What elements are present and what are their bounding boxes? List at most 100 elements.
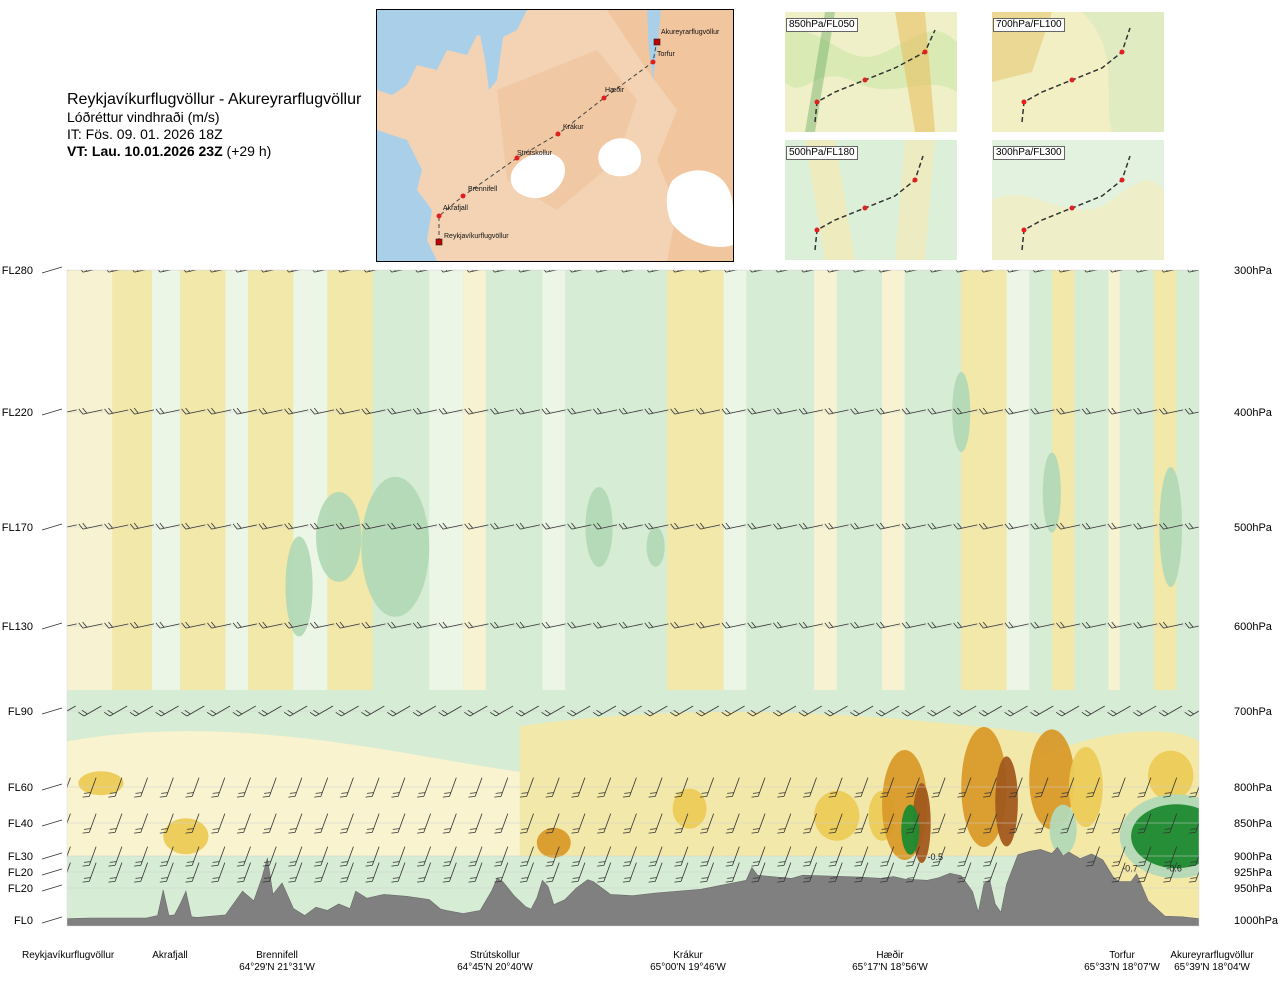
wind-barb-feather [58, 860, 65, 865]
cell-value-label: -0.6 [1166, 864, 1182, 874]
wind-barb-feather [57, 879, 64, 884]
flight-level-tick-label: FL30 [8, 851, 33, 863]
mini-map-300-label: 300hPa/FL300 [993, 146, 1065, 160]
waypoint-coords: 65°33'N 18°07'W [1084, 962, 1160, 974]
field-band-upper [327, 270, 372, 690]
waypoint-coords: 64°45'N 20°40'W [457, 962, 533, 974]
flight-level-tick [42, 623, 62, 629]
map-point-label: Brennifell [468, 186, 498, 193]
waypoint-name: Akrafjall [152, 950, 188, 962]
valid-time-date: VT: Lau. 10.01.2026 23Z [67, 143, 223, 159]
flight-level-tick [42, 267, 62, 273]
pressure-tick-label: 950hPa [1234, 883, 1273, 895]
flight-level-tick [42, 409, 62, 415]
flight-level-tick-label: FL20 [8, 867, 33, 879]
mini-map-300-point-3 [1120, 178, 1125, 183]
mini-map-300: 300hPa/FL300 [992, 140, 1164, 260]
pressure-tick-label: 300hPa [1234, 265, 1273, 277]
map-point-marker [461, 194, 466, 199]
mini-map-850-point-3 [923, 50, 928, 55]
field-cell [901, 805, 919, 855]
mini-map-700-point-2 [1070, 78, 1075, 83]
pressure-tick-label: 925hPa [1234, 867, 1273, 879]
mini-map-500-point-2 [863, 206, 868, 211]
wind-barb-feather [57, 794, 64, 799]
flight-level-tick [42, 820, 62, 826]
flight-level-tick [42, 708, 62, 714]
flight-level-tick [42, 869, 62, 875]
waypoint-label: Reykjavíkurflugvöllur [22, 950, 114, 962]
waypoint-name: Strútskollur [457, 950, 533, 962]
flight-level-tick-label: FL40 [8, 818, 33, 830]
map-point-marker [651, 60, 656, 65]
pressure-tick-label: 500hPa [1234, 522, 1273, 534]
field-band-upper [542, 270, 565, 690]
mini-map-700: 700hPa/FL100 [992, 12, 1164, 132]
field-band-upper [248, 270, 293, 690]
pressure-tick-label: 1000hPa [1234, 915, 1279, 927]
flight-level-tick-label: FL130 [2, 621, 33, 633]
field-band-upper [667, 270, 724, 690]
mini-map-300-point-1 [1022, 228, 1027, 233]
map-point-label: Hæðir [605, 86, 625, 94]
waypoint-name: Reykjavíkurflugvöllur [22, 950, 114, 962]
wind-barb-feather [58, 791, 65, 796]
map-airport-marker [436, 239, 442, 245]
mini-map-700-point-1 [1022, 100, 1027, 105]
waypoint-coords: 65°17'N 18°56'W [852, 962, 928, 974]
waypoint-label: Krákur 65°00'N 19°46'W [650, 950, 726, 974]
issue-time: IT: Fös. 09. 01. 2026 18Z [67, 126, 387, 143]
waypoint-coords: 64°29'N 21°31'W [239, 962, 315, 974]
waypoint-label: Brennifell 64°29'N 21°31'W [239, 950, 315, 974]
route-map-svg: AkureyrarflugvöllurTorfurHæðirKrákurStrú… [377, 10, 733, 261]
waypoint-name: Brennifell [239, 950, 315, 962]
flight-level-tick-label: FL220 [2, 407, 33, 419]
field-cell [1043, 453, 1061, 533]
waypoint-coords: 65°00'N 19°46'W [650, 962, 726, 974]
field-band-upper [1007, 270, 1030, 690]
mini-map-700-point-3 [1120, 50, 1125, 55]
mini-map-500-point-3 [913, 178, 918, 183]
waypoint-label: Hæðir 65°17'N 18°56'W [852, 950, 928, 974]
valid-time: VT: Lau. 10.01.2026 23Z (+29 h) [67, 143, 387, 160]
field-cell [285, 536, 312, 636]
map-point-label: Akrafjall [443, 205, 468, 212]
field-cell [537, 828, 571, 858]
map-point-marker [602, 96, 607, 101]
waypoint-name: Akureyrarflugvöllur [1170, 950, 1253, 962]
mini-map-500: 500hPa/FL180 [785, 140, 957, 260]
mini-map-850: 850hPa/FL050 [785, 12, 957, 132]
flight-level-tick-label: FL280 [2, 265, 33, 277]
waypoint-label: Strútskollur 64°45'N 20°40'W [457, 950, 533, 974]
flight-level-tick-label: FL90 [8, 706, 33, 718]
map-point-marker [437, 214, 442, 219]
pressure-tick-label: 900hPa [1234, 851, 1273, 863]
map-airport-marker [654, 39, 660, 45]
wind-barb-feather [53, 711, 59, 718]
route-title: Reykjavíkurflugvöllur - Akureyrarflugvöl… [67, 90, 387, 109]
field-cell [814, 791, 859, 841]
map-point-label: Torfur [657, 51, 676, 58]
field-band-upper [724, 270, 747, 690]
mini-map-500-label: 500hPa/FL180 [786, 146, 858, 160]
map-point-marker [556, 132, 561, 137]
vertical-velocity-bands [67, 270, 1199, 926]
title-block: Reykjavíkurflugvöllur - Akureyrarflugvöl… [67, 90, 387, 160]
waypoint-name: Torfur [1084, 950, 1160, 962]
waypoint-label: Torfur 65°33'N 18°07'W [1084, 950, 1160, 974]
field-cell [361, 477, 429, 617]
cell-value-label: -0.5 [927, 852, 943, 862]
waypoint-coords: 65°39'N 18°04'W [1170, 962, 1253, 974]
waypoint-name: Krákur [650, 950, 726, 962]
mini-map-850-label: 850hPa/FL050 [786, 18, 858, 32]
flight-level-tick [42, 853, 62, 859]
field-cell [647, 527, 665, 567]
valid-time-lead: (+29 h) [227, 143, 272, 159]
pressure-tick-label: 800hPa [1234, 782, 1273, 794]
flight-level-tick-label: FL170 [2, 522, 33, 534]
route-map: Akureyrarflugvöllur Torfur Hæðir Krákur Strú… [376, 9, 734, 262]
waypoint-name: Hæðir [852, 950, 928, 962]
flight-level-tick-label: FL0 [14, 915, 33, 927]
cross-section-chart: -0.5-0.7 -0.6 FL280FL220FL170FL130FL90FL6… [0, 262, 1280, 932]
map-point-label: Strútskollur [517, 150, 553, 157]
